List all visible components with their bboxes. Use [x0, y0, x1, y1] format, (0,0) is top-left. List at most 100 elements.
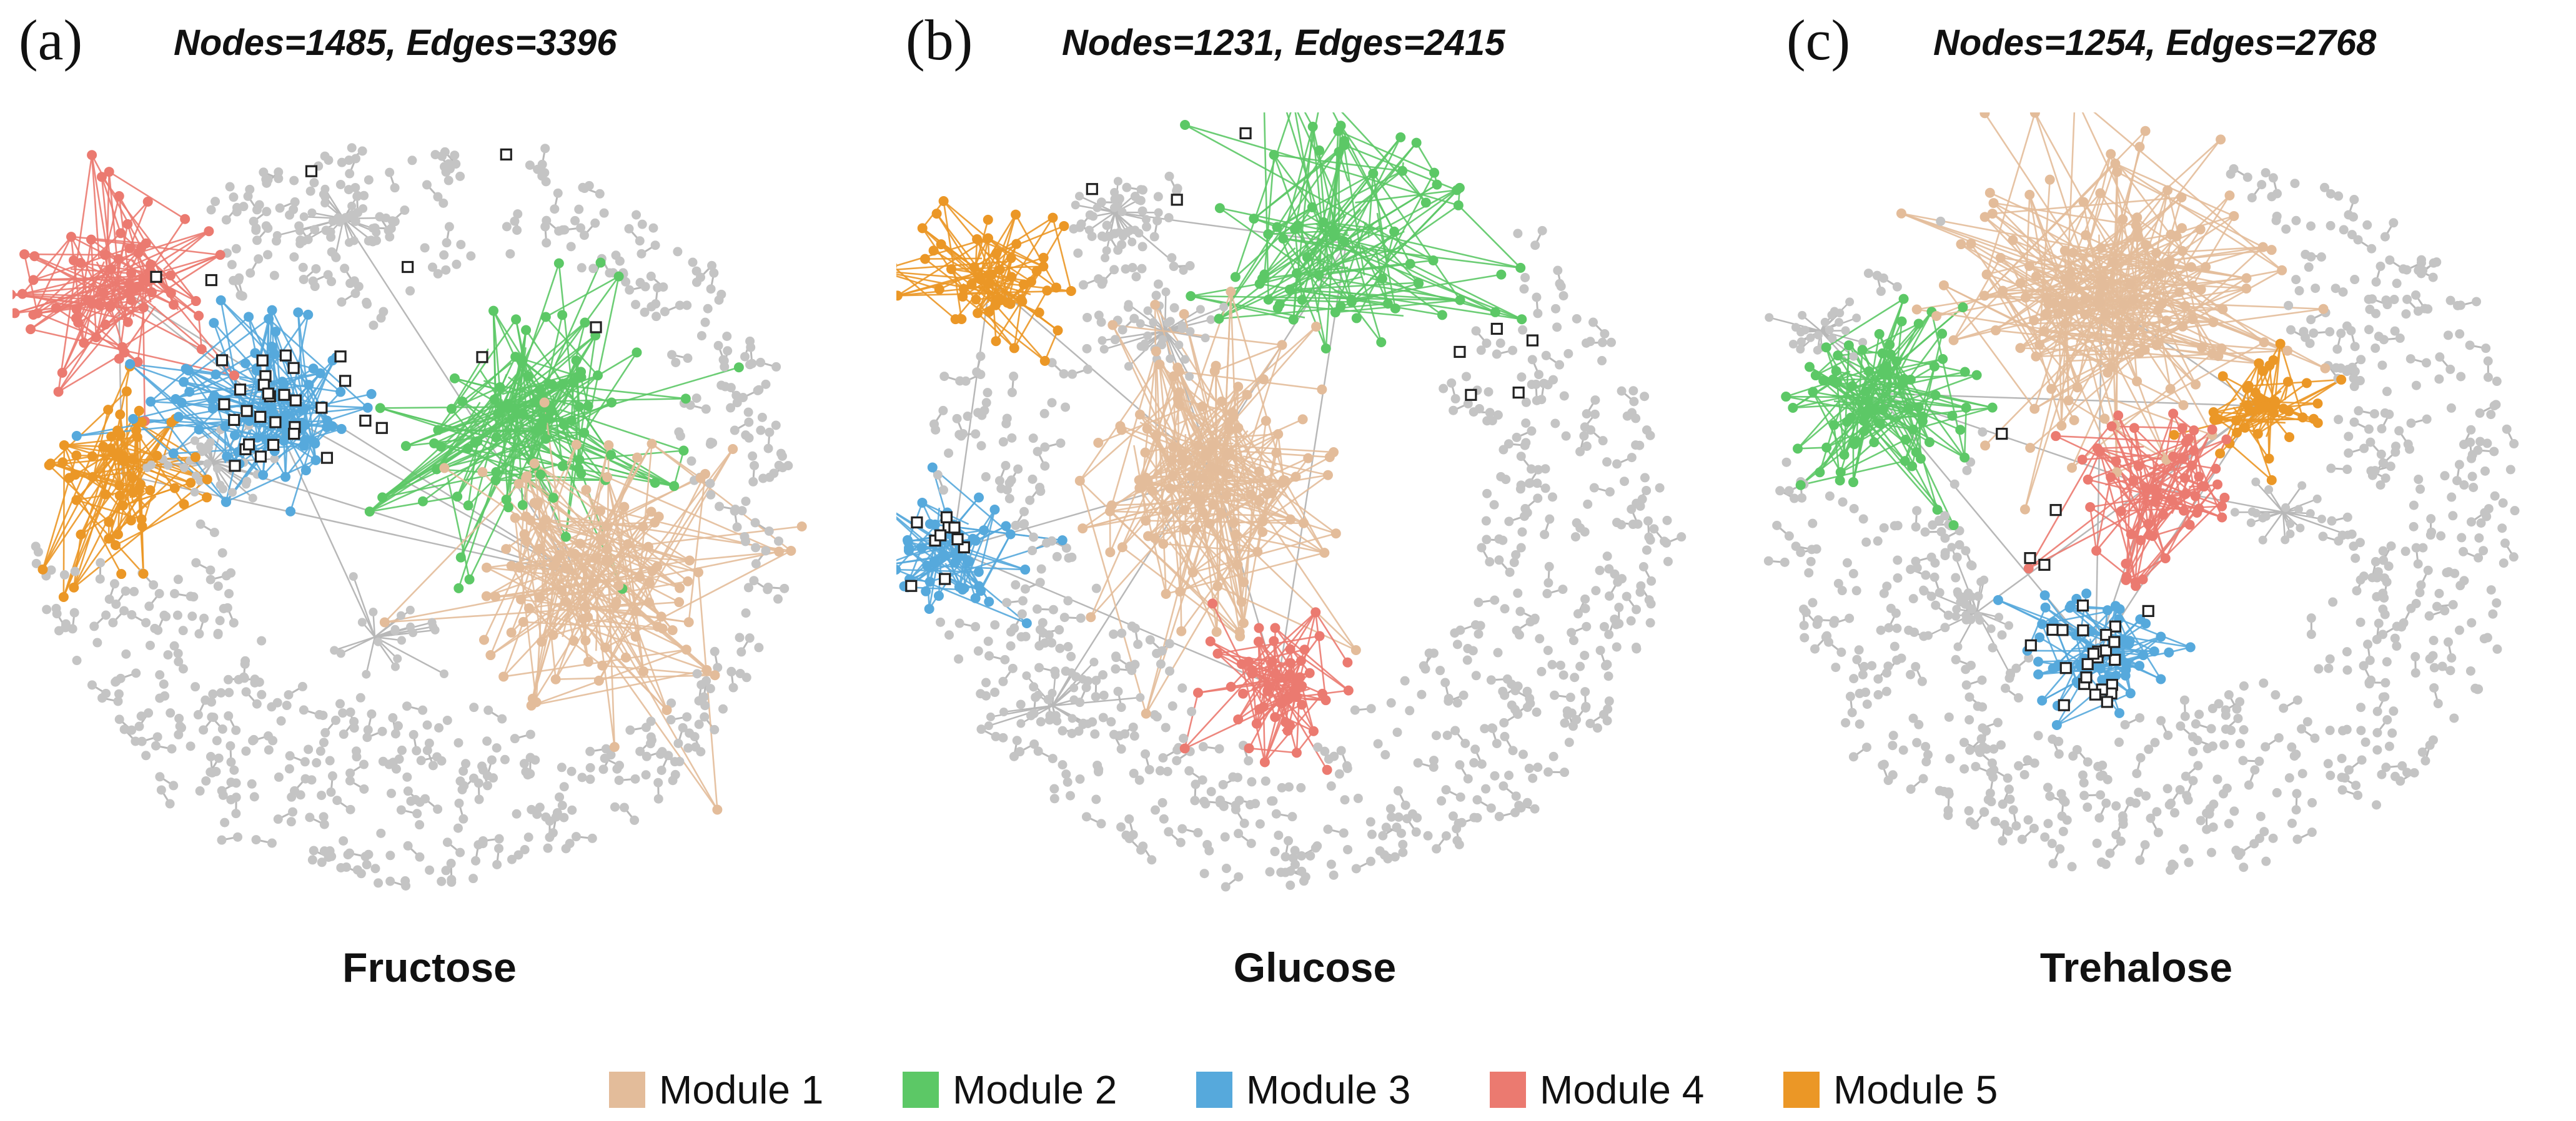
node — [1177, 683, 1187, 693]
node — [1191, 779, 1201, 789]
node — [1185, 261, 1195, 271]
node — [1492, 739, 1502, 749]
node — [745, 633, 755, 643]
node — [1646, 599, 1656, 609]
module-node — [683, 617, 694, 628]
node — [1039, 408, 1049, 418]
node — [1640, 473, 1650, 483]
node — [345, 707, 355, 717]
module-node — [1197, 402, 1207, 412]
module-edge — [985, 251, 1032, 282]
module-node — [1211, 626, 1222, 637]
module-node — [1254, 623, 1264, 633]
node — [1000, 654, 1010, 664]
node — [1169, 303, 1179, 313]
module-node — [1257, 516, 1268, 527]
node — [1111, 664, 1121, 674]
node — [557, 801, 567, 811]
node — [525, 160, 535, 170]
module-node — [1330, 307, 1340, 318]
node — [706, 284, 716, 294]
module-node — [638, 666, 649, 677]
node — [1297, 851, 1307, 861]
module-node — [87, 451, 97, 462]
node — [422, 180, 432, 190]
module-edge — [1181, 457, 1309, 632]
node — [1532, 292, 1542, 302]
node — [444, 222, 454, 232]
node — [458, 766, 468, 776]
module-node — [517, 500, 528, 510]
node — [1432, 844, 1442, 854]
module-node — [593, 675, 604, 686]
module-node — [501, 544, 512, 555]
node — [391, 764, 401, 774]
module-node — [495, 382, 505, 392]
node — [1537, 666, 1547, 676]
module-node — [1303, 453, 1314, 463]
node — [1568, 721, 1578, 731]
module-edge — [101, 176, 122, 234]
node — [1009, 751, 1019, 761]
module-edge — [1289, 142, 1417, 290]
node — [1501, 475, 1511, 485]
node — [1452, 698, 1462, 708]
node — [320, 192, 330, 202]
module-node — [1026, 276, 1036, 287]
node — [525, 753, 535, 763]
node — [433, 192, 443, 202]
node — [257, 689, 267, 699]
node — [1570, 673, 1580, 683]
node — [1016, 719, 1026, 728]
node — [1494, 555, 1504, 565]
node — [1181, 355, 1190, 364]
node — [1537, 395, 1547, 405]
node — [1129, 314, 1139, 323]
node — [286, 817, 296, 827]
module-edge — [1196, 528, 1258, 553]
module-node — [127, 454, 138, 465]
node — [1221, 882, 1231, 892]
node — [1575, 661, 1585, 671]
square-marker — [215, 354, 229, 367]
node — [362, 669, 371, 679]
node — [1152, 712, 1162, 722]
module-node — [1343, 685, 1354, 696]
module-edge — [570, 383, 575, 421]
node — [441, 265, 451, 275]
node — [497, 714, 507, 724]
node — [119, 606, 129, 616]
node — [1049, 784, 1059, 794]
module-node — [46, 458, 56, 469]
module-node — [138, 568, 149, 579]
node — [1585, 718, 1595, 728]
module-node — [1310, 607, 1321, 618]
module-node — [583, 656, 593, 667]
module-edge — [91, 154, 142, 248]
node — [136, 711, 146, 721]
node — [1525, 478, 1535, 488]
module-node — [550, 674, 561, 684]
node — [409, 628, 418, 638]
node — [710, 724, 720, 734]
module-node — [191, 296, 201, 307]
module-node — [1251, 718, 1262, 729]
node — [1579, 431, 1589, 441]
node — [1109, 629, 1119, 639]
node — [513, 209, 523, 219]
square-marker — [476, 351, 488, 363]
node — [1505, 567, 1515, 577]
module-node — [632, 452, 643, 463]
node — [584, 180, 594, 190]
node — [1525, 617, 1535, 627]
module-node — [269, 348, 280, 359]
node — [1040, 461, 1050, 471]
module-edge — [924, 258, 964, 290]
module-node — [1142, 423, 1152, 434]
module-node — [635, 571, 645, 582]
node — [1567, 628, 1577, 638]
module-node — [1414, 278, 1424, 289]
module-edge — [1282, 237, 1366, 255]
node — [1460, 738, 1470, 748]
module-node — [1233, 423, 1244, 433]
